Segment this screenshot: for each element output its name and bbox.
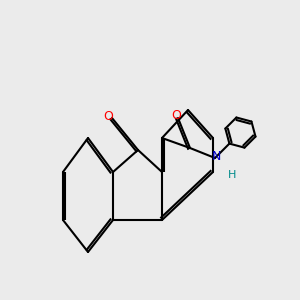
Text: O: O [172,109,182,122]
Text: H: H [228,170,236,180]
Text: N: N [212,150,221,163]
Text: O: O [103,110,113,123]
